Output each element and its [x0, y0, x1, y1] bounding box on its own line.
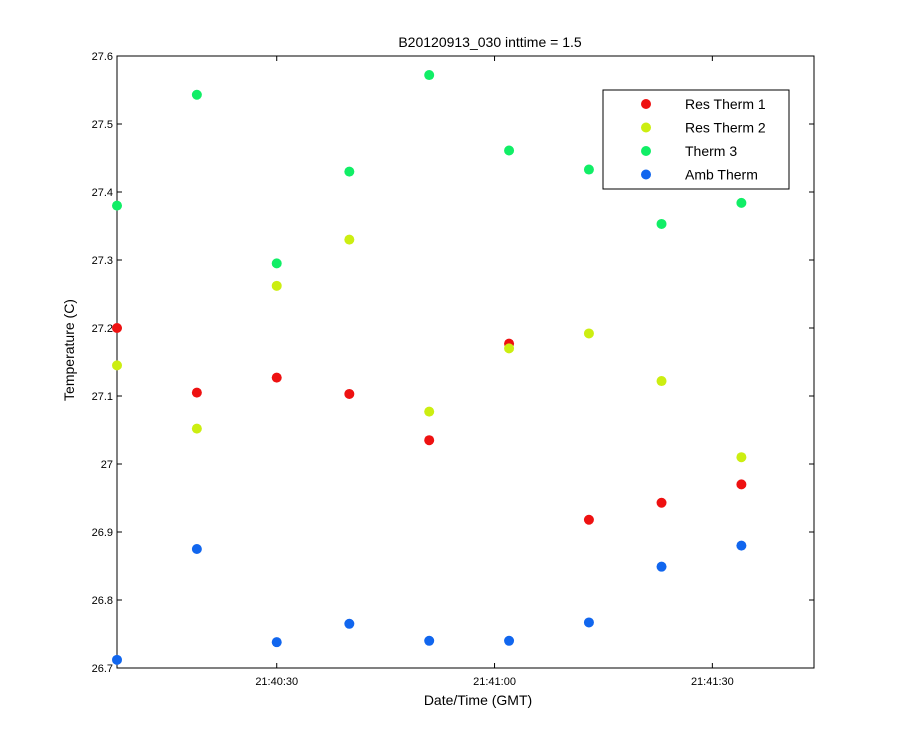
x-tick-label: 21:41:30: [691, 676, 734, 688]
legend-marker-amb-therm: [641, 169, 651, 180]
y-tick-label: 26.8: [92, 595, 113, 607]
point-amb-therm: [424, 635, 435, 646]
legend-marker-therm-3: [641, 146, 651, 156]
legend-marker-res-therm-1: [641, 99, 651, 109]
x-axis-label: Date/Time (GMT): [424, 692, 532, 708]
point-res-therm-1: [656, 497, 667, 508]
legend: Res Therm 1 Res Therm 2 Therm 3 Amb Therm: [602, 89, 790, 190]
point-therm-3: [191, 89, 202, 100]
point-therm-3: [112, 200, 122, 211]
point-amb-therm: [112, 654, 122, 665]
point-amb-therm: [504, 635, 515, 646]
point-amb-therm: [344, 618, 355, 629]
point-therm-3: [424, 70, 435, 81]
legend-label-res-therm-1: Res Therm 1: [685, 96, 766, 112]
point-res-therm-1: [271, 372, 282, 383]
point-amb-therm: [191, 544, 202, 554]
y-tick-label: 26.7: [92, 663, 113, 675]
legend-label-therm-3: Therm 3: [685, 143, 737, 159]
point-res-therm-1: [583, 514, 594, 525]
legend-label-res-therm-2: Res Therm 2: [685, 120, 766, 136]
legend-box: [602, 89, 790, 190]
y-tick-label: 27.6: [92, 51, 113, 63]
point-res-therm-2: [344, 234, 355, 245]
point-amb-therm: [736, 540, 747, 551]
point-res-therm-1: [736, 479, 747, 490]
point-therm-3: [736, 197, 747, 208]
point-therm-3: [271, 258, 282, 269]
point-res-therm-2: [271, 280, 282, 291]
point-res-therm-2: [583, 328, 594, 339]
point-res-therm-1: [112, 323, 122, 333]
point-res-therm-2: [656, 376, 667, 387]
data-points: [112, 70, 747, 665]
chart-title: B20120913_030 inttime = 1.5: [398, 34, 582, 50]
legend-marker-res-therm-2: [641, 122, 651, 133]
y-axis-label: Temperature (C): [61, 299, 77, 401]
x-tick-label: 21:40:30: [255, 676, 298, 688]
point-res-therm-1: [344, 388, 355, 399]
point-therm-3: [504, 145, 515, 156]
x-axis: 21:40:30 21:41:00 21:41:30: [255, 56, 734, 688]
y-tick-label: 27.3: [92, 255, 113, 267]
point-amb-therm: [656, 561, 667, 572]
y-tick-label: 27.2: [92, 323, 113, 335]
point-res-therm-2: [191, 423, 202, 434]
y-tick-label: 27.4: [92, 187, 113, 199]
y-tick-label: 27.5: [92, 119, 113, 131]
point-therm-3: [583, 164, 594, 175]
point-amb-therm: [583, 617, 594, 628]
point-res-therm-1: [191, 387, 202, 398]
point-res-therm-2: [424, 406, 435, 417]
y-tick-label: 27.1: [92, 391, 113, 403]
y-tick-label: 27: [101, 459, 113, 471]
point-res-therm-1: [424, 435, 435, 446]
x-tick-label: 21:41:00: [473, 676, 516, 688]
y-tick-label: 26.9: [92, 527, 113, 539]
point-therm-3: [656, 218, 667, 229]
point-res-therm-2: [112, 360, 122, 371]
legend-label-amb-therm: Amb Therm: [685, 167, 758, 183]
point-amb-therm: [271, 637, 282, 648]
point-res-therm-2: [736, 452, 747, 463]
point-therm-3: [344, 166, 355, 177]
point-res-therm-2: [504, 343, 515, 354]
